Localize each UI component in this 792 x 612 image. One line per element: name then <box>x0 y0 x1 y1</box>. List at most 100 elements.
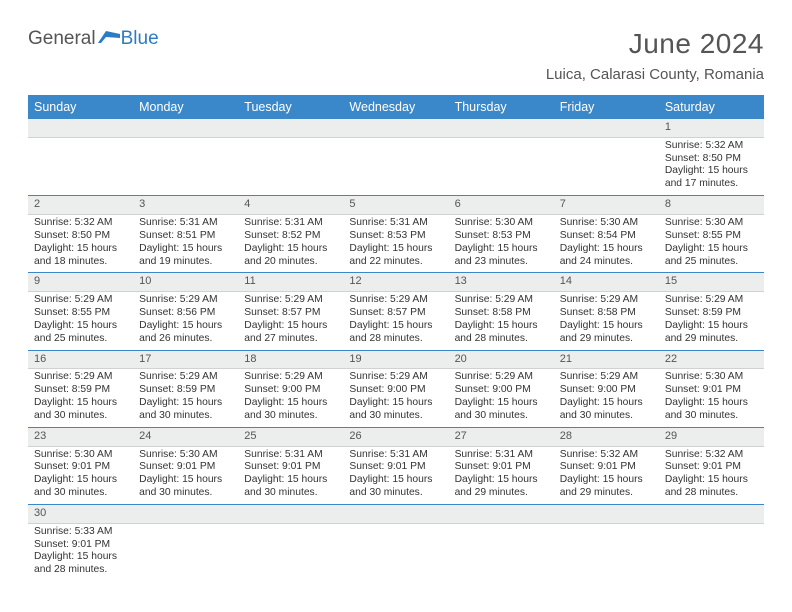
day-cell: Sunrise: 5:32 AMSunset: 8:50 PMDaylight:… <box>659 137 764 195</box>
day-number: 12 <box>343 273 448 292</box>
daylight1-text: Daylight: 15 hours <box>665 165 758 178</box>
day-number-row: 2345678 <box>28 196 764 215</box>
daylight2-text: and 29 minutes. <box>665 333 758 346</box>
sunset-text: Sunset: 8:54 PM <box>560 230 653 243</box>
sunset-text: Sunset: 9:01 PM <box>665 384 758 397</box>
daylight1-text: Daylight: 15 hours <box>455 397 548 410</box>
day-number: 6 <box>449 196 554 215</box>
sunset-text: Sunset: 8:50 PM <box>34 230 127 243</box>
daylight1-text: Daylight: 15 hours <box>349 320 442 333</box>
sunset-text: Sunset: 8:53 PM <box>349 230 442 243</box>
day-cell: Sunrise: 5:29 AMSunset: 8:57 PMDaylight:… <box>238 292 343 350</box>
day-cell: Sunrise: 5:30 AMSunset: 8:53 PMDaylight:… <box>449 214 554 272</box>
day-number <box>238 504 343 523</box>
sunrise-text: Sunrise: 5:29 AM <box>349 294 442 307</box>
day-number <box>449 504 554 523</box>
daylight2-text: and 30 minutes. <box>455 410 548 423</box>
day-number: 16 <box>28 350 133 369</box>
daylight1-text: Daylight: 15 hours <box>34 474 127 487</box>
day-number: 14 <box>554 273 659 292</box>
daylight2-text: and 30 minutes. <box>34 487 127 500</box>
logo: General Blue <box>28 28 159 50</box>
daylight1-text: Daylight: 15 hours <box>455 320 548 333</box>
day-number <box>343 504 448 523</box>
day-cell: Sunrise: 5:32 AMSunset: 8:50 PMDaylight:… <box>28 214 133 272</box>
day-cell: Sunrise: 5:31 AMSunset: 8:52 PMDaylight:… <box>238 214 343 272</box>
daylight2-text: and 26 minutes. <box>139 333 232 346</box>
sunset-text: Sunset: 8:59 PM <box>665 307 758 320</box>
day-data-row: Sunrise: 5:32 AMSunset: 8:50 PMDaylight:… <box>28 137 764 195</box>
daylight1-text: Daylight: 15 hours <box>34 320 127 333</box>
sunrise-text: Sunrise: 5:31 AM <box>349 217 442 230</box>
daylight1-text: Daylight: 15 hours <box>244 320 337 333</box>
day-number: 11 <box>238 273 343 292</box>
sunrise-text: Sunrise: 5:31 AM <box>349 449 442 462</box>
day-number: 23 <box>28 427 133 446</box>
sunset-text: Sunset: 8:58 PM <box>455 307 548 320</box>
daylight1-text: Daylight: 15 hours <box>34 551 127 564</box>
day-number: 9 <box>28 273 133 292</box>
day-cell <box>343 137 448 195</box>
weekday-header: Tuesday <box>238 95 343 119</box>
daylight2-text: and 30 minutes. <box>139 410 232 423</box>
sunrise-text: Sunrise: 5:31 AM <box>244 217 337 230</box>
sunrise-text: Sunrise: 5:29 AM <box>349 371 442 384</box>
day-number: 5 <box>343 196 448 215</box>
sunset-text: Sunset: 9:00 PM <box>560 384 653 397</box>
sunrise-text: Sunrise: 5:29 AM <box>139 294 232 307</box>
sunrise-text: Sunrise: 5:29 AM <box>665 294 758 307</box>
daylight2-text: and 30 minutes. <box>665 410 758 423</box>
daylight2-text: and 27 minutes. <box>244 333 337 346</box>
daylight2-text: and 30 minutes. <box>244 487 337 500</box>
day-number: 21 <box>554 350 659 369</box>
day-number <box>238 119 343 137</box>
sunrise-text: Sunrise: 5:32 AM <box>560 449 653 462</box>
day-cell: Sunrise: 5:31 AMSunset: 9:01 PMDaylight:… <box>343 446 448 504</box>
daylight1-text: Daylight: 15 hours <box>139 474 232 487</box>
daylight1-text: Daylight: 15 hours <box>34 243 127 256</box>
sunset-text: Sunset: 8:51 PM <box>139 230 232 243</box>
daylight1-text: Daylight: 15 hours <box>244 474 337 487</box>
daylight1-text: Daylight: 15 hours <box>139 243 232 256</box>
daylight1-text: Daylight: 15 hours <box>665 474 758 487</box>
daylight1-text: Daylight: 15 hours <box>244 243 337 256</box>
daylight1-text: Daylight: 15 hours <box>560 474 653 487</box>
day-number: 29 <box>659 427 764 446</box>
daylight2-text: and 30 minutes. <box>34 410 127 423</box>
sunset-text: Sunset: 8:59 PM <box>139 384 232 397</box>
day-number: 8 <box>659 196 764 215</box>
day-number-row: 16171819202122 <box>28 350 764 369</box>
sunset-text: Sunset: 8:59 PM <box>34 384 127 397</box>
daylight1-text: Daylight: 15 hours <box>665 243 758 256</box>
sunset-text: Sunset: 8:55 PM <box>34 307 127 320</box>
daylight1-text: Daylight: 15 hours <box>349 474 442 487</box>
day-cell: Sunrise: 5:30 AMSunset: 9:01 PMDaylight:… <box>28 446 133 504</box>
sunrise-text: Sunrise: 5:30 AM <box>455 217 548 230</box>
day-cell <box>133 137 238 195</box>
daylight1-text: Daylight: 15 hours <box>349 397 442 410</box>
daylight1-text: Daylight: 15 hours <box>139 397 232 410</box>
daylight2-text: and 24 minutes. <box>560 256 653 269</box>
day-cell: Sunrise: 5:29 AMSunset: 9:00 PMDaylight:… <box>238 369 343 427</box>
day-cell: Sunrise: 5:29 AMSunset: 9:00 PMDaylight:… <box>449 369 554 427</box>
sunrise-text: Sunrise: 5:29 AM <box>244 294 337 307</box>
day-number: 15 <box>659 273 764 292</box>
sunrise-text: Sunrise: 5:30 AM <box>34 449 127 462</box>
day-cell: Sunrise: 5:30 AMSunset: 8:55 PMDaylight:… <box>659 214 764 272</box>
day-cell: Sunrise: 5:31 AMSunset: 8:51 PMDaylight:… <box>133 214 238 272</box>
sunrise-text: Sunrise: 5:33 AM <box>34 526 127 539</box>
location: Luica, Calarasi County, Romania <box>546 66 764 83</box>
sunset-text: Sunset: 9:01 PM <box>349 461 442 474</box>
day-cell <box>133 523 238 581</box>
sunrise-text: Sunrise: 5:32 AM <box>34 217 127 230</box>
daylight2-text: and 30 minutes. <box>349 410 442 423</box>
day-number: 24 <box>133 427 238 446</box>
day-cell: Sunrise: 5:30 AMSunset: 8:54 PMDaylight:… <box>554 214 659 272</box>
day-cell: Sunrise: 5:31 AMSunset: 8:53 PMDaylight:… <box>343 214 448 272</box>
sunrise-text: Sunrise: 5:29 AM <box>139 371 232 384</box>
sunrise-text: Sunrise: 5:29 AM <box>455 294 548 307</box>
sunset-text: Sunset: 9:01 PM <box>34 461 127 474</box>
day-number: 3 <box>133 196 238 215</box>
weekday-header: Thursday <box>449 95 554 119</box>
sunset-text: Sunset: 8:52 PM <box>244 230 337 243</box>
